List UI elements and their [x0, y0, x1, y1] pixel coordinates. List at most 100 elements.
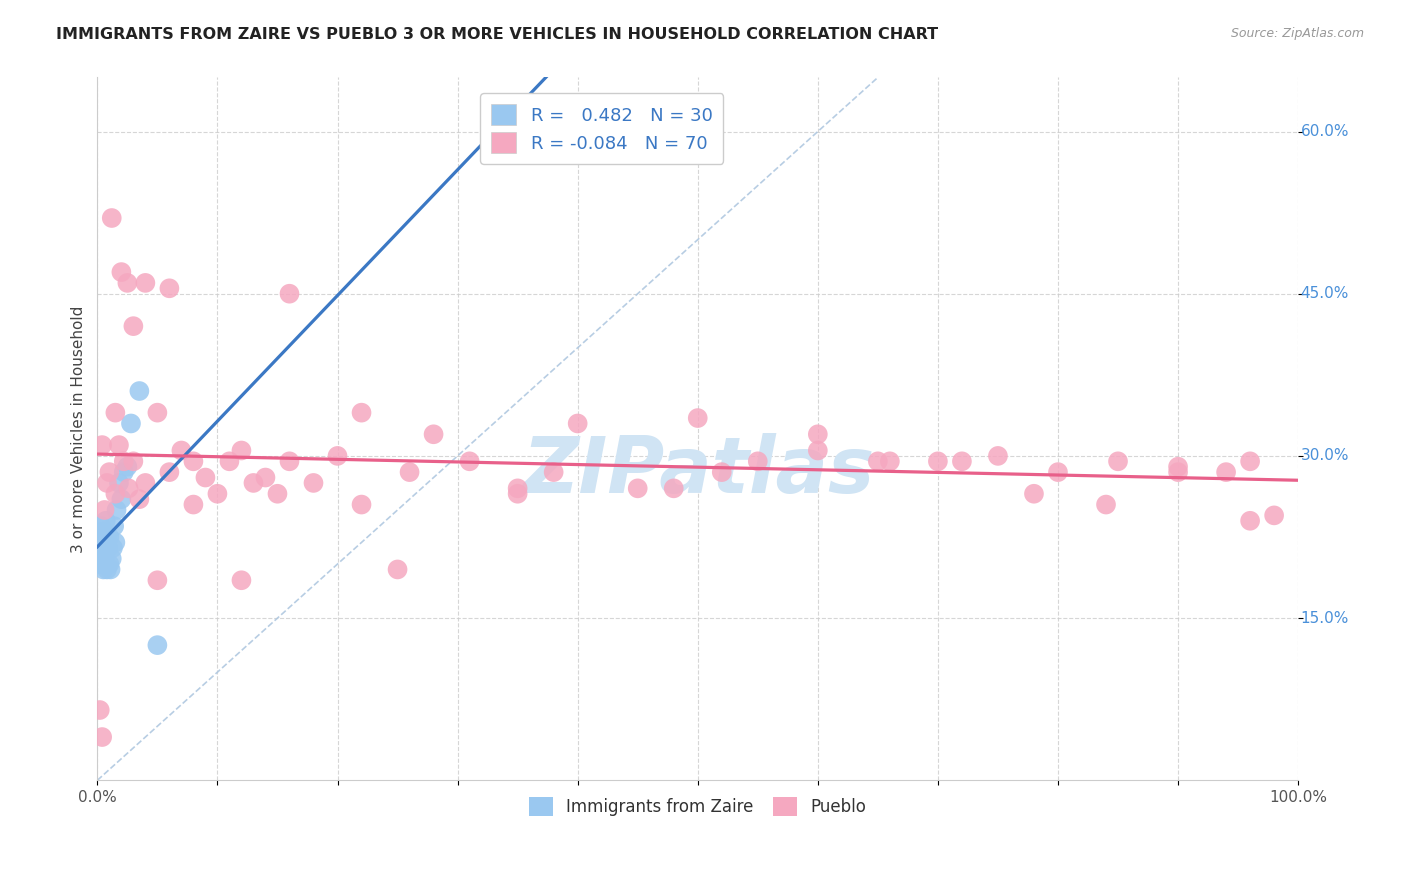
- Point: [710, 465, 733, 479]
- Point: [117, 481, 139, 495]
- Point: [350, 406, 373, 420]
- Point: [94, 535, 117, 549]
- Point: [110, 265, 132, 279]
- Point: [194, 470, 217, 484]
- Point: [157, 281, 180, 295]
- Point: [662, 481, 685, 495]
- Point: [146, 638, 169, 652]
- Point: [134, 276, 156, 290]
- Point: [93, 503, 115, 517]
- Point: [100, 551, 122, 566]
- Point: [146, 574, 169, 588]
- Point: [242, 475, 264, 490]
- Point: [105, 503, 128, 517]
- Point: [122, 319, 145, 334]
- Point: [98, 465, 121, 479]
- Point: [1167, 465, 1189, 479]
- Point: [879, 454, 901, 468]
- Point: [458, 454, 481, 468]
- Point: [927, 454, 949, 468]
- Point: [97, 541, 120, 555]
- Point: [96, 475, 118, 490]
- Point: [98, 530, 121, 544]
- Point: [103, 519, 125, 533]
- Point: [1239, 454, 1261, 468]
- Point: [108, 438, 131, 452]
- Y-axis label: 3 or more Vehicles in Household: 3 or more Vehicles in Household: [72, 305, 86, 552]
- Point: [218, 454, 240, 468]
- Point: [207, 487, 229, 501]
- Point: [231, 443, 253, 458]
- Text: 30.0%: 30.0%: [1301, 449, 1348, 464]
- Point: [100, 211, 122, 225]
- Point: [146, 406, 169, 420]
- Text: 60.0%: 60.0%: [1301, 124, 1348, 139]
- Point: [1239, 514, 1261, 528]
- Point: [134, 475, 156, 490]
- Point: [104, 406, 127, 420]
- Point: [231, 574, 253, 588]
- Point: [112, 454, 135, 468]
- Point: [987, 449, 1010, 463]
- Text: 15.0%: 15.0%: [1301, 611, 1348, 625]
- Legend: Immigrants from Zaire, Pueblo: Immigrants from Zaire, Pueblo: [522, 789, 875, 825]
- Point: [1022, 487, 1045, 501]
- Point: [686, 411, 709, 425]
- Text: ZIPatlas: ZIPatlas: [522, 433, 875, 509]
- Point: [1215, 465, 1237, 479]
- Text: 45.0%: 45.0%: [1301, 286, 1348, 301]
- Point: [278, 454, 301, 468]
- Point: [128, 492, 150, 507]
- Point: [104, 487, 127, 501]
- Point: [117, 459, 139, 474]
- Point: [91, 546, 114, 560]
- Point: [93, 524, 115, 539]
- Point: [1263, 508, 1285, 523]
- Point: [98, 557, 121, 571]
- Point: [506, 481, 529, 495]
- Point: [398, 465, 420, 479]
- Point: [104, 535, 127, 549]
- Point: [170, 443, 193, 458]
- Point: [302, 475, 325, 490]
- Point: [108, 475, 131, 490]
- Point: [91, 438, 114, 452]
- Point: [90, 519, 112, 533]
- Point: [807, 427, 830, 442]
- Point: [567, 417, 589, 431]
- Point: [1046, 465, 1069, 479]
- Point: [422, 427, 444, 442]
- Point: [94, 514, 117, 528]
- Point: [543, 465, 565, 479]
- Point: [950, 454, 973, 468]
- Point: [112, 465, 135, 479]
- Point: [278, 286, 301, 301]
- Point: [266, 487, 288, 501]
- Point: [807, 443, 830, 458]
- Point: [117, 276, 139, 290]
- Point: [89, 530, 111, 544]
- Point: [91, 730, 114, 744]
- Point: [183, 498, 205, 512]
- Point: [506, 487, 529, 501]
- Point: [100, 562, 122, 576]
- Point: [110, 492, 132, 507]
- Point: [157, 465, 180, 479]
- Point: [128, 384, 150, 398]
- Text: Source: ZipAtlas.com: Source: ZipAtlas.com: [1230, 27, 1364, 40]
- Point: [627, 481, 650, 495]
- Point: [93, 562, 115, 576]
- Point: [93, 541, 115, 555]
- Point: [93, 551, 115, 566]
- Point: [1167, 459, 1189, 474]
- Point: [1107, 454, 1129, 468]
- Point: [89, 703, 111, 717]
- Point: [387, 562, 409, 576]
- Point: [90, 557, 112, 571]
- Point: [866, 454, 889, 468]
- Point: [183, 454, 205, 468]
- Point: [96, 562, 118, 576]
- Point: [1095, 498, 1118, 512]
- Point: [326, 449, 349, 463]
- Point: [254, 470, 277, 484]
